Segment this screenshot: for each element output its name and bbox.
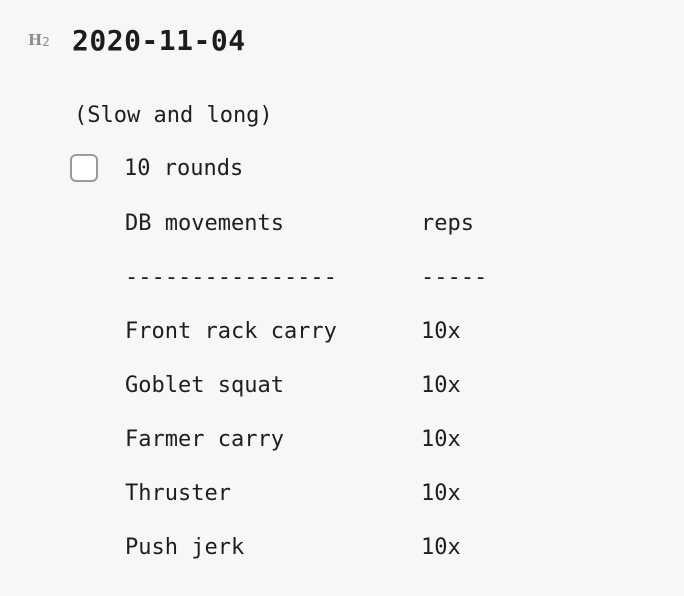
- table-row-movement[interactable]: Goblet squat: [125, 373, 284, 398]
- table-row-movement[interactable]: Push jerk: [125, 535, 245, 560]
- table-row-reps[interactable]: 10x: [421, 481, 461, 506]
- task-checkbox[interactable]: [70, 154, 98, 182]
- task-label[interactable]: 10 rounds: [124, 155, 244, 181]
- page-title[interactable]: 2020-11-04: [72, 23, 246, 57]
- heading-row: H2 2020-11-04: [28, 20, 246, 60]
- table-row-reps[interactable]: 10x: [421, 535, 461, 560]
- heading-marker-letter: H: [28, 31, 43, 49]
- heading-marker-level: 2: [42, 35, 50, 49]
- table-row-reps[interactable]: 10x: [421, 427, 461, 452]
- subtitle-text[interactable]: (Slow and long): [74, 103, 273, 128]
- table-separator-movement[interactable]: ----------------: [125, 265, 337, 290]
- table-row-reps[interactable]: 10x: [421, 373, 461, 398]
- table-row-reps[interactable]: 10x: [421, 319, 461, 344]
- table-separator-reps[interactable]: -----: [421, 265, 488, 290]
- table-header-movement[interactable]: DB movements: [125, 211, 284, 236]
- heading-level-icon: H2: [28, 31, 72, 49]
- task-item: 10 rounds: [70, 152, 243, 184]
- table-row-movement[interactable]: Farmer carry: [125, 427, 284, 452]
- table-row-movement[interactable]: Thruster: [125, 481, 231, 506]
- table-header-reps[interactable]: reps: [421, 211, 474, 236]
- table-row-movement[interactable]: Front rack carry: [125, 319, 337, 344]
